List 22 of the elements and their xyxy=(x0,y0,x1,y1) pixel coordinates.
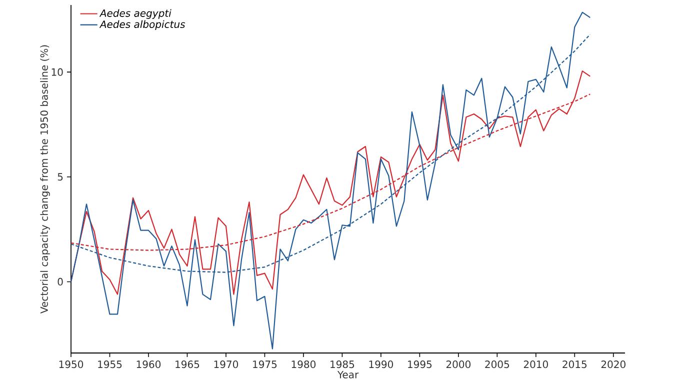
x-tick-label: 1980 xyxy=(292,360,316,368)
x-tick-label: 1995 xyxy=(408,360,432,368)
y-tick-label: 5 xyxy=(58,173,63,181)
x-tick-label: 2020 xyxy=(601,360,626,368)
x-tick-label: 2000 xyxy=(446,360,470,368)
legend-label: Aedes albopictus xyxy=(99,20,186,30)
y-axis-title: Vectorial capacity change from the 1950 baseline (%) xyxy=(40,45,50,314)
y-tick-label: 0 xyxy=(58,278,63,286)
x-tick-label: 1975 xyxy=(253,360,277,368)
x-tick-label: 1950 xyxy=(59,360,84,368)
x-tick-label: 1960 xyxy=(136,360,161,368)
x-tick-label: 2010 xyxy=(524,360,548,368)
x-tick-label: 1955 xyxy=(98,360,122,368)
x-tick-label: 1970 xyxy=(214,360,238,368)
legend-label: Aedes aegypti xyxy=(99,9,172,19)
x-tick-label: 1965 xyxy=(176,360,200,368)
y-tick-label: 10 xyxy=(52,68,63,76)
x-tick-label: 2015 xyxy=(562,360,586,368)
x-tick-label: 2005 xyxy=(485,360,510,368)
x-axis-title: Year xyxy=(337,370,359,378)
x-tick-label: 1985 xyxy=(330,360,354,368)
x-tick-label: 1990 xyxy=(369,360,394,368)
